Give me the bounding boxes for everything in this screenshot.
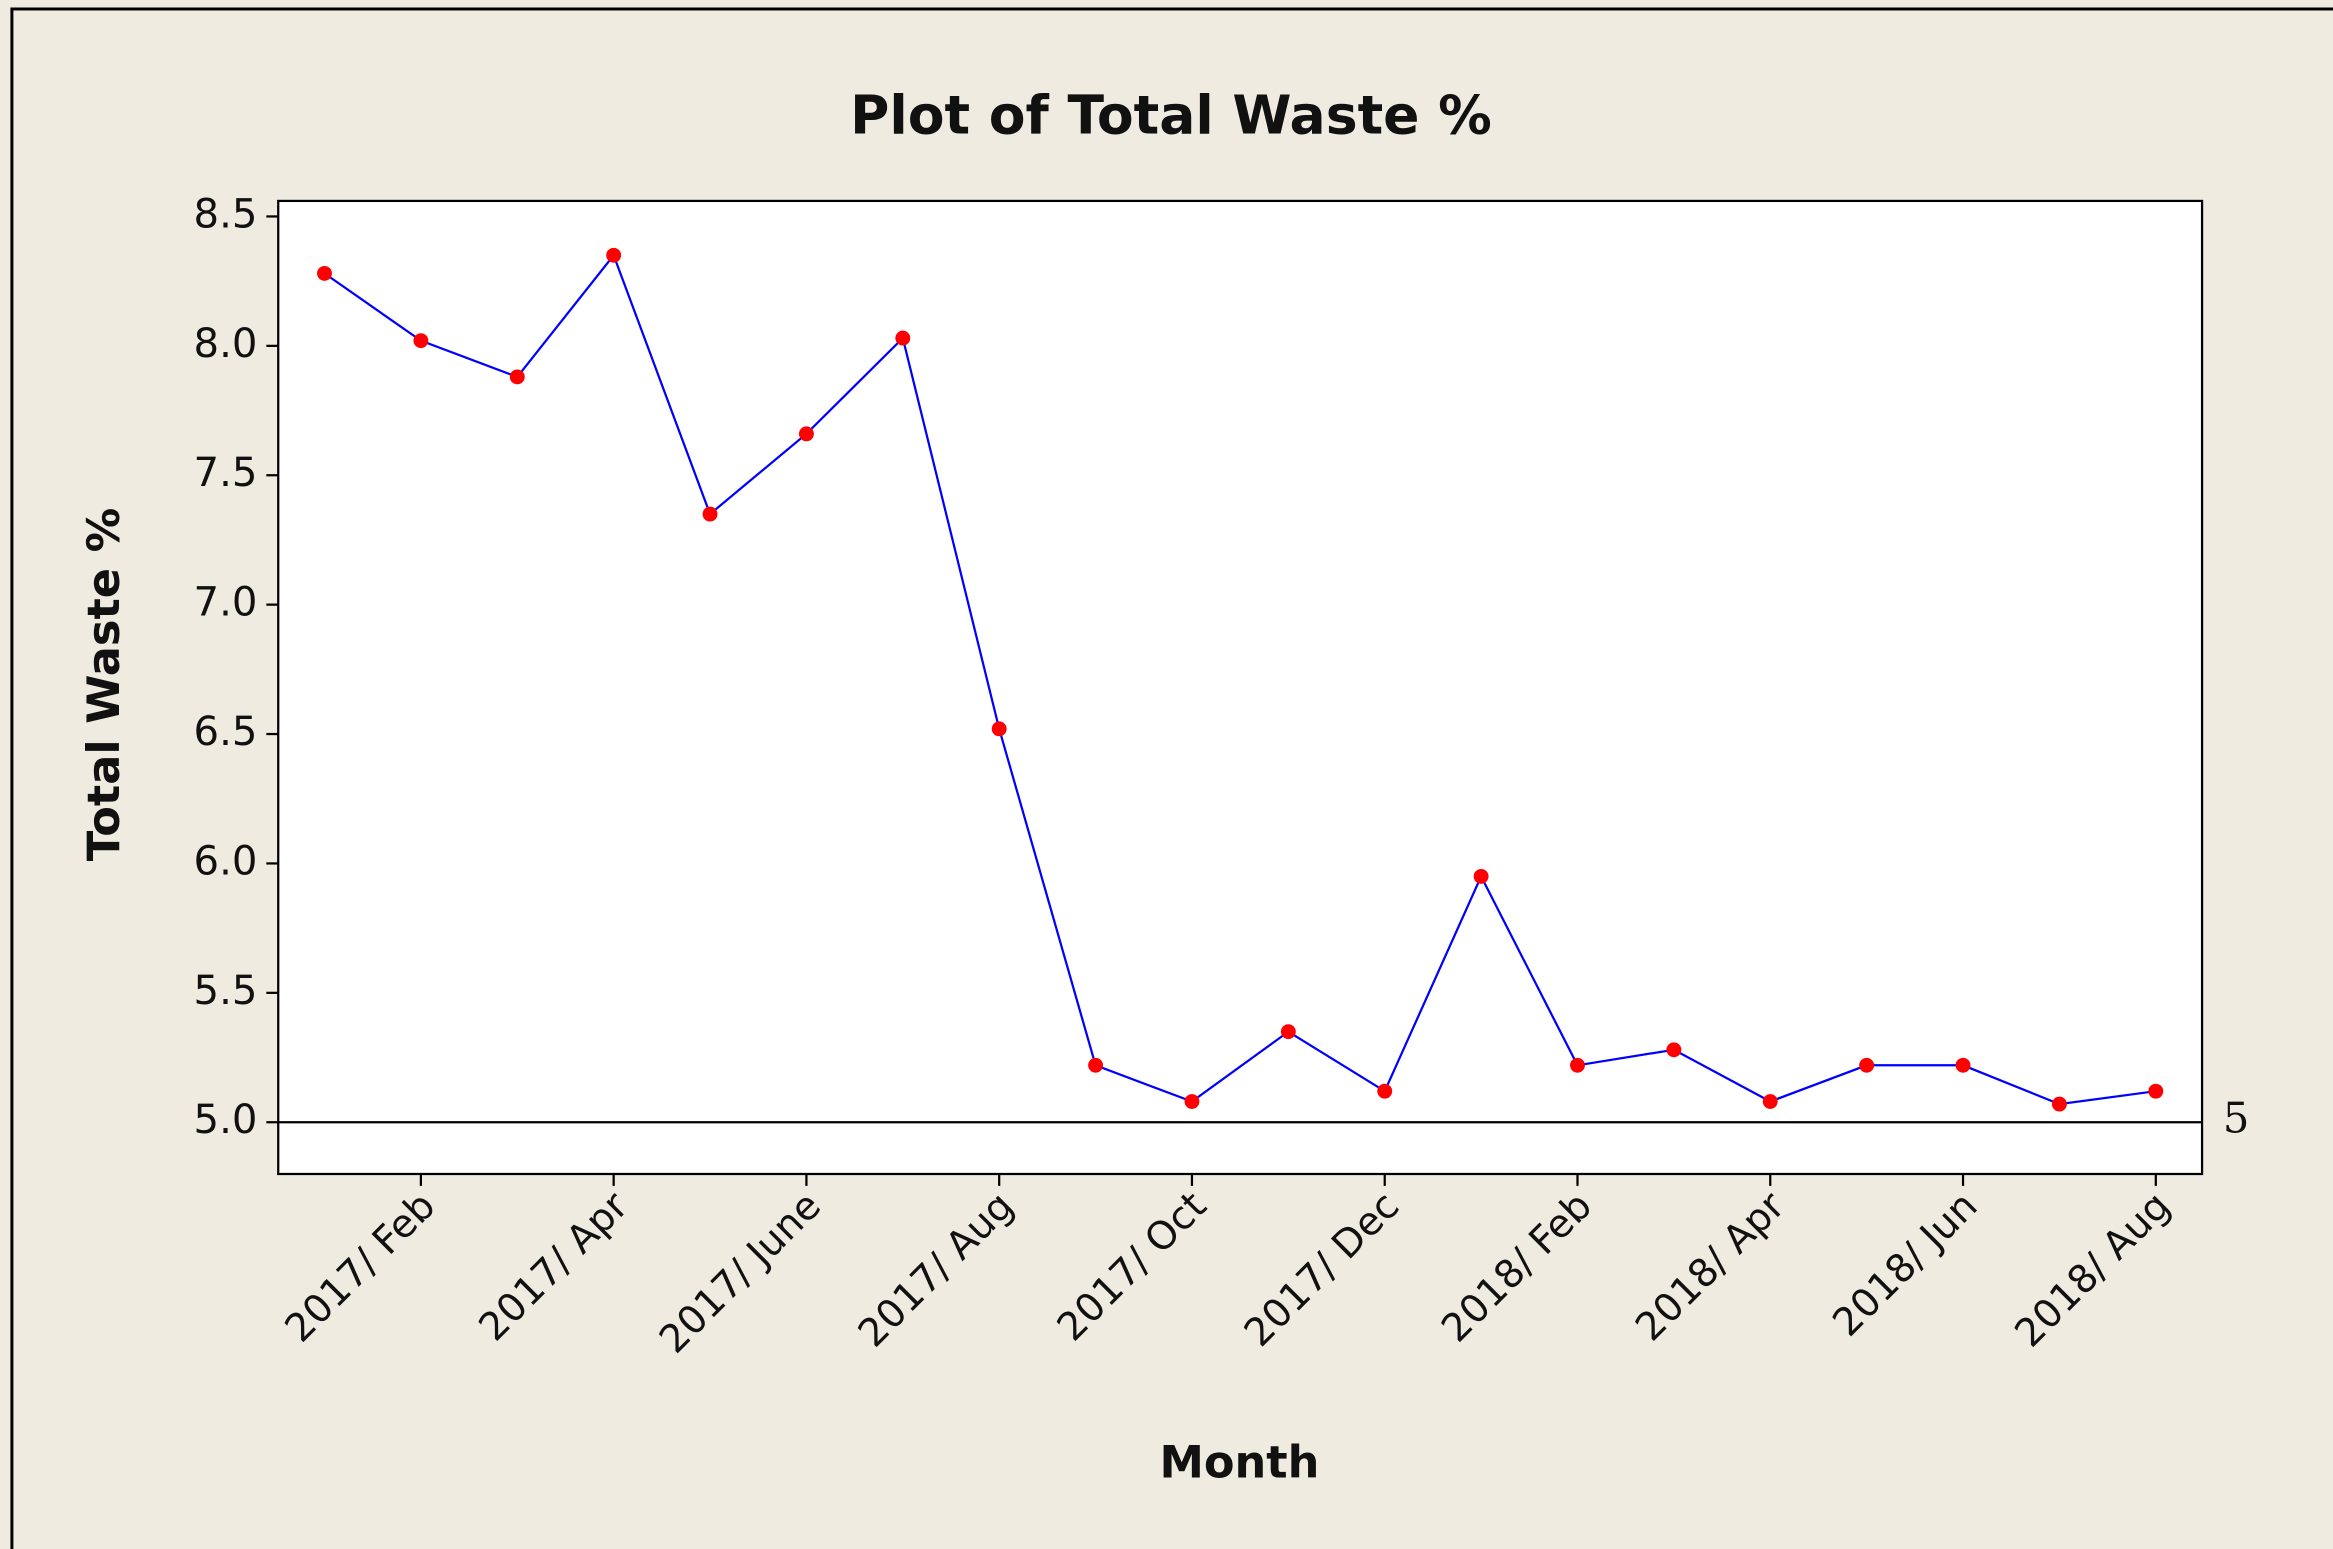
marker xyxy=(1184,1094,1200,1109)
y-tick-label: 6.5 xyxy=(194,709,258,755)
marker xyxy=(1473,868,1489,884)
marker xyxy=(1088,1057,1104,1073)
y-tick-label: 5.0 xyxy=(194,1097,258,1143)
chart-title: Plot of Total Waste % xyxy=(850,84,1492,147)
y-tick-label: 7.5 xyxy=(194,450,258,496)
y-tick-label: 6.0 xyxy=(194,838,258,884)
marker xyxy=(702,506,718,522)
marker xyxy=(895,330,911,346)
marker xyxy=(1762,1094,1778,1109)
marker xyxy=(2148,1083,2164,1099)
marker xyxy=(1280,1024,1296,1040)
marker xyxy=(991,721,1007,737)
y-tick-label: 8.5 xyxy=(194,191,258,237)
marker xyxy=(317,265,332,281)
line xyxy=(323,253,2156,1106)
plot-area xyxy=(277,199,2204,1176)
marker xyxy=(1859,1057,1875,1073)
y-tick-label: 8.0 xyxy=(194,321,258,367)
x-axis-label: Month xyxy=(1159,1437,1319,1489)
reference-label: 5 xyxy=(2223,1094,2250,1143)
marker xyxy=(1570,1057,1585,1073)
marker xyxy=(1377,1083,1393,1099)
marker xyxy=(413,333,429,349)
marker xyxy=(2051,1096,2067,1112)
marker xyxy=(1955,1057,1971,1073)
y-axis-label: Total Waste % xyxy=(78,508,130,862)
y-tick-label: 7.0 xyxy=(194,580,258,626)
marker xyxy=(606,247,622,263)
marker xyxy=(509,369,525,385)
marker xyxy=(798,426,814,442)
marker xyxy=(1666,1042,1682,1058)
y-tick-label: 5.5 xyxy=(194,968,258,1014)
